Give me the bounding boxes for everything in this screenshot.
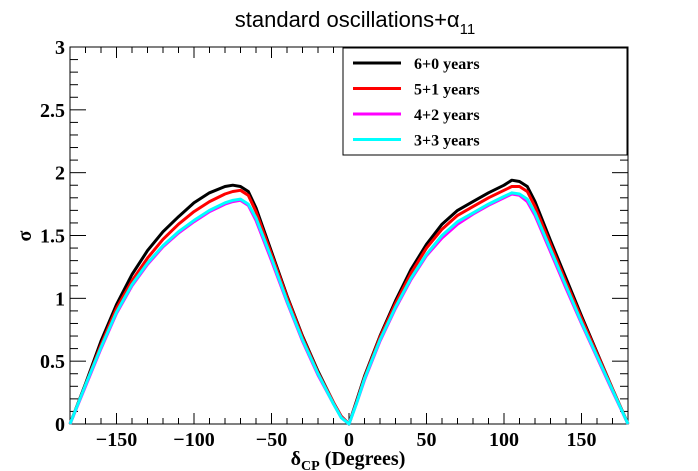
y-tick-label: 0 xyxy=(55,414,65,436)
x-tick-label: 0 xyxy=(344,429,354,451)
x-axis-label: δCP (Degrees) xyxy=(291,448,406,471)
legend-label: 6+0 years xyxy=(414,56,480,73)
chart-title-subscript: 11 xyxy=(460,21,476,38)
y-axis-label: σ xyxy=(14,230,36,241)
x-tick-label: −50 xyxy=(256,429,287,451)
series-line-1 xyxy=(68,178,630,426)
x-tick-label: −100 xyxy=(173,429,214,451)
y-tick-label: 2 xyxy=(55,163,65,185)
y-tick-label: 1.5 xyxy=(40,226,65,248)
chart-title: standard oscillations+α11 xyxy=(235,7,475,38)
legend-box xyxy=(342,47,628,156)
x-tick-label: −150 xyxy=(96,429,137,451)
series-line-4 xyxy=(68,191,630,426)
x-axis-ticks: −150 −100 −50 0 50 100 150 xyxy=(69,47,629,451)
legend-label: 3+3 years xyxy=(414,133,480,150)
y-tick-label: 1 xyxy=(55,288,65,310)
legend-label: 4+2 years xyxy=(414,107,480,124)
legend: 6+0 years 5+1 years 4+2 years 3+3 years xyxy=(342,47,628,156)
x-axis-label-suffix: (Degrees) xyxy=(320,448,406,470)
x-axis-label-subscript: CP xyxy=(301,459,320,471)
y-axis-ticks: 0 0.5 1 1.5 2 2.5 3 xyxy=(40,37,628,436)
x-tick-label: 100 xyxy=(489,429,519,451)
y-tick-label: 3 xyxy=(55,37,65,59)
series-lines xyxy=(68,178,630,426)
x-tick-label: 50 xyxy=(417,429,437,451)
legend-label: 5+1 years xyxy=(414,82,480,99)
x-tick-label: 150 xyxy=(567,429,597,451)
y-tick-label: 0.5 xyxy=(40,351,65,373)
y-tick-label: 2.5 xyxy=(40,100,65,122)
